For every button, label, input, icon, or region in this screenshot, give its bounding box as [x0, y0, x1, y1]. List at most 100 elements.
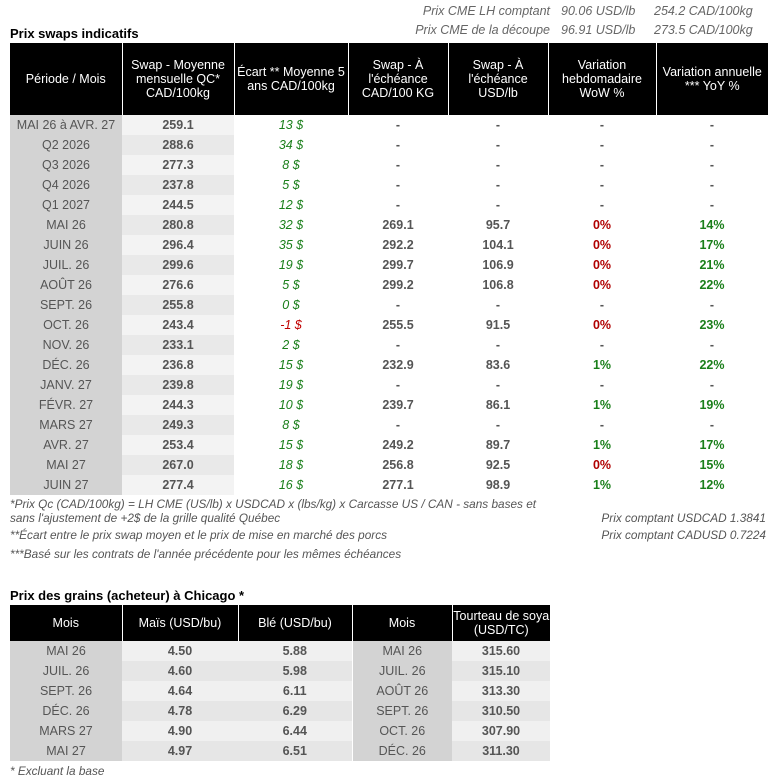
- yoy-cell: -: [709, 418, 715, 432]
- wow-cell: -: [599, 338, 605, 352]
- swap-usd-cell: -: [495, 158, 501, 172]
- swap-qc-cell: 237.8: [122, 175, 234, 195]
- swap-cad-cell: 292.2: [382, 238, 414, 252]
- yoy-cell: -: [709, 178, 715, 192]
- yoy-cell: -: [709, 298, 715, 312]
- ecart-cell: -1 $: [280, 318, 302, 332]
- grain-table: Mois Maïs (USD/bu) Blé (USD/bu) Mois Tou…: [10, 605, 550, 761]
- swap-row: JANV. 27 239.8 19 $ - - - -: [10, 375, 768, 395]
- grain-header-row: Mois Maïs (USD/bu) Blé (USD/bu) Mois Tou…: [10, 605, 550, 641]
- period-cell: AVR. 27: [10, 435, 122, 455]
- ecart-cell: 34 $: [278, 138, 304, 152]
- swap-usd-cell: 83.6: [485, 358, 511, 372]
- note-yoy: ***Basé sur les contrats de l'année préc…: [10, 547, 402, 561]
- ecart-cell: 32 $: [278, 218, 304, 232]
- col-wow: Variation hebdomadaire WoW %: [548, 43, 657, 115]
- ecart-cell: 12 $: [278, 198, 304, 212]
- mais-cell: 4.97: [122, 741, 238, 761]
- ble-cell: 6.29: [238, 701, 352, 721]
- ble-cell: 6.44: [238, 721, 352, 741]
- soya-month-cell: AOÛT 26: [351, 681, 452, 701]
- swap-cad-cell: -: [395, 158, 401, 172]
- swap-row: FÉVR. 27 244.3 10 $ 239.7 86.1 1% 19%: [10, 395, 768, 415]
- grain-table-body: MAI 26 4.50 5.88 MAI 26 315.60 JUIL. 26 4.60 5.…: [10, 641, 550, 761]
- swap-row: JUIN 26 296.4 35 $ 292.2 104.1 0% 17%: [10, 235, 768, 255]
- ecart-cell: 8 $: [282, 418, 300, 432]
- swap-usd-cell: 104.1: [482, 238, 514, 252]
- col-grain-month: Mois: [10, 605, 123, 641]
- soya-month-cell: SEPT. 26: [351, 701, 452, 721]
- period-cell: MARS 27: [10, 415, 122, 435]
- wow-cell: 0%: [592, 318, 612, 332]
- swap-usd-cell: -: [495, 118, 501, 132]
- grain-row: MARS 27 4.90 6.44 OCT. 26 307.90: [10, 721, 550, 741]
- cme-prices: Prix CME LH comptant 90.06 USD/lb 254.2 …: [0, 4, 783, 42]
- swap-cad-cell: 232.9: [382, 358, 414, 372]
- note-prix-qc-line1: *Prix Qc (CAD/100kg) = LH CME (US/lb) x …: [10, 497, 537, 511]
- grain-month-cell: SEPT. 26: [10, 681, 122, 701]
- wow-cell: 0%: [592, 238, 612, 252]
- swap-table: Période / Mois Swap - Moyenne mensuelle …: [10, 43, 768, 495]
- yoy-cell: -: [709, 198, 715, 212]
- period-cell: JUIN 27: [10, 475, 122, 495]
- soya-cell: 307.90: [452, 721, 550, 741]
- grain-row: MAI 26 4.50 5.88 MAI 26 315.60: [10, 641, 550, 661]
- cme-row-lh: Prix CME LH comptant 90.06 USD/lb 254.2 …: [0, 4, 783, 23]
- mais-cell: 4.50: [122, 641, 238, 661]
- swap-row: Q1 2027 244.5 12 $ - - - -: [10, 195, 768, 215]
- period-cell: Q1 2027: [10, 195, 122, 215]
- soya-cell: 313.30: [452, 681, 550, 701]
- swap-cad-cell: 277.1: [382, 478, 414, 492]
- swap-qc-cell: 244.5: [122, 195, 234, 215]
- swap-row: MAI 26 à AVR. 27 259.1 13 $ - - - -: [10, 115, 768, 135]
- grain-row: DÉC. 26 4.78 6.29 SEPT. 26 310.50: [10, 701, 550, 721]
- wow-cell: 0%: [592, 258, 612, 272]
- yoy-cell: 21%: [699, 258, 725, 272]
- swap-qc-cell: 249.3: [122, 415, 234, 435]
- ecart-cell: 18 $: [278, 458, 304, 472]
- swap-row: Q3 2026 277.3 8 $ - - - -: [10, 155, 768, 175]
- cme-lh-label: Prix CME LH comptant: [422, 4, 550, 18]
- period-cell: AOÛT 26: [10, 275, 122, 295]
- yoy-cell: -: [709, 118, 715, 132]
- swap-cad-cell: -: [395, 418, 401, 432]
- swap-row: MAI 27 267.0 18 $ 256.8 92.5 0% 15%: [10, 455, 768, 475]
- period-cell: DÉC. 26: [10, 355, 122, 375]
- swap-cad-cell: 269.1: [382, 218, 414, 232]
- period-cell: JUIN 26: [10, 235, 122, 255]
- wow-cell: 1%: [592, 438, 612, 452]
- swap-row: MARS 27 249.3 8 $ - - - -: [10, 415, 768, 435]
- swap-qc-cell: 239.8: [122, 375, 234, 395]
- swap-row: DÉC. 26 236.8 15 $ 232.9 83.6 1% 22%: [10, 355, 768, 375]
- swap-qc-cell: 277.3: [122, 155, 234, 175]
- period-cell: SEPT. 26: [10, 295, 122, 315]
- mais-cell: 4.60: [122, 661, 238, 681]
- yoy-cell: 23%: [699, 318, 725, 332]
- swap-qc-cell: 253.4: [122, 435, 234, 455]
- swap-qc-cell: 255.8: [122, 295, 234, 315]
- swap-row: Q4 2026 237.8 5 $ - - - -: [10, 175, 768, 195]
- col-ecart: Écart ** Moyenne 5 ans CAD/100kg: [234, 43, 349, 115]
- soya-month-cell: JUIL. 26: [351, 661, 452, 681]
- ecart-cell: 19 $: [278, 378, 304, 392]
- ecart-cell: 8 $: [282, 158, 300, 172]
- soya-cell: 315.60: [452, 641, 550, 661]
- swap-usd-cell: 95.7: [485, 218, 511, 232]
- wow-cell: 1%: [592, 398, 612, 412]
- ecart-cell: 15 $: [278, 358, 304, 372]
- soya-month-cell: OCT. 26: [351, 721, 452, 741]
- swap-cad-cell: -: [395, 138, 401, 152]
- swap-row: SEPT. 26 255.8 0 $ - - - -: [10, 295, 768, 315]
- swap-row: AOÛT 26 276.6 5 $ 299.2 106.8 0% 22%: [10, 275, 768, 295]
- wow-cell: -: [599, 118, 605, 132]
- cme-lh-cad: 254.2 CAD/100kg: [654, 4, 753, 18]
- swap-cad-cell: 299.7: [382, 258, 414, 272]
- swap-cad-cell: -: [395, 378, 401, 392]
- fx-usdcad: Prix comptant USDCAD 1.3841: [601, 511, 766, 525]
- cme-cutout-usd: 96.91 USD/lb: [561, 23, 636, 37]
- swap-qc-cell: 277.4: [122, 475, 234, 495]
- swap-row: OCT. 26 243.4 -1 $ 255.5 91.5 0% 23%: [10, 315, 768, 335]
- mais-cell: 4.64: [122, 681, 238, 701]
- grain-row: MAI 27 4.97 6.51 DÉC. 26 311.30: [10, 741, 550, 761]
- cme-cutout-cad: 273.5 CAD/100kg: [654, 23, 753, 37]
